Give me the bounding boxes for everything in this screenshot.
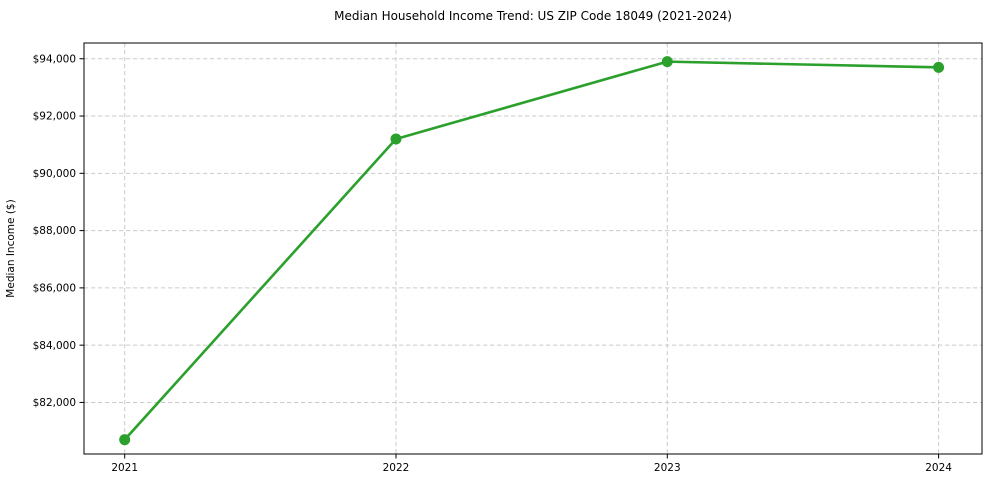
data-point-2024 [933,61,945,73]
data-series [119,56,945,446]
plot-border [83,42,983,455]
x-tick-label: 2022 [383,462,410,474]
y-axis-label: Median Income ($) [5,199,17,297]
data-point-2022 [390,133,402,145]
axis-ticks: $82,000 $84,000 $86,000 $88,000 $90,000 $92,0… [33,53,953,474]
y-tick-label: $92,000 [33,111,76,123]
x-tick-label: 2024 [925,462,952,474]
chart-title: Median Household Income Trend: US ZIP Co… [334,9,732,23]
y-tick-label: $88,000 [33,225,76,237]
y-tick-label: $84,000 [33,340,76,352]
gridlines [84,43,982,454]
data-point-2023 [661,56,673,68]
data-point-2021 [119,434,131,446]
trend-line [123,60,940,441]
x-tick-label: 2021 [111,462,138,474]
y-tick-label: $94,000 [33,53,76,65]
x-tick-label: 2023 [654,462,681,474]
y-tick-label: $86,000 [33,282,76,294]
y-tick-label: $90,000 [33,168,76,180]
y-tick-label: $82,000 [33,397,76,409]
